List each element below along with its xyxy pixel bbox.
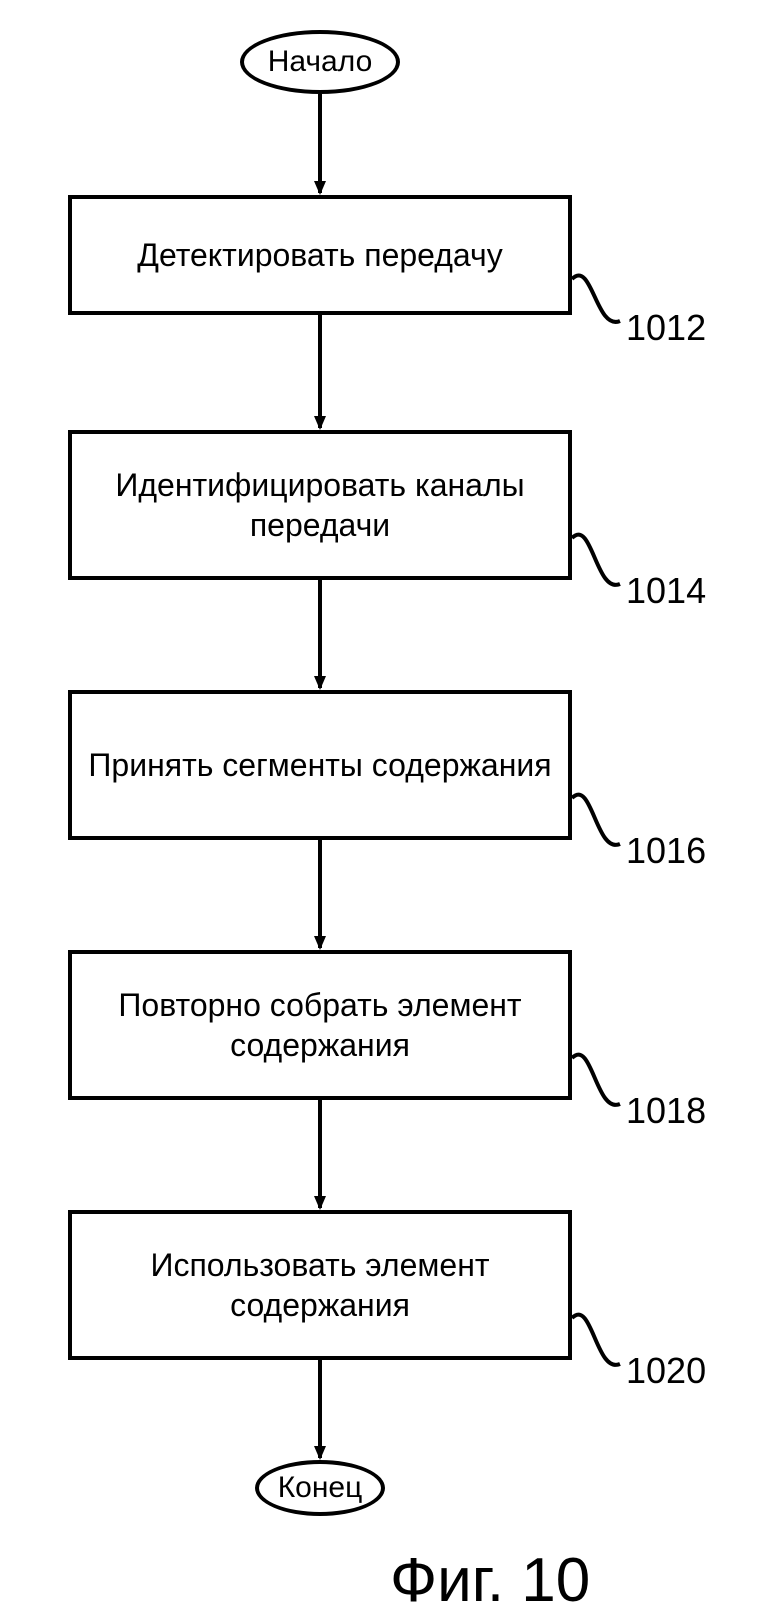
start-label: Начало bbox=[268, 45, 373, 79]
process-receive-label: Принять сегменты содержания bbox=[88, 745, 551, 785]
ref-label-1018: 1018 bbox=[626, 1090, 706, 1132]
process-identify-label: Идентифицировать каналы передачи bbox=[82, 465, 558, 545]
end-label: Конец bbox=[278, 1471, 363, 1505]
process-reassemble-label: Повторно собрать элемент содержания bbox=[82, 985, 558, 1065]
process-reassemble: Повторно собрать элемент содержания bbox=[68, 950, 572, 1100]
ref-leads-group bbox=[572, 275, 620, 1364]
ref-label-1016: 1016 bbox=[626, 830, 706, 872]
process-use: Использовать элемент содержания bbox=[68, 1210, 572, 1360]
ref-label-1014: 1014 bbox=[626, 570, 706, 612]
process-use-label: Использовать элемент содержания bbox=[82, 1245, 558, 1325]
process-receive: Принять сегменты содержания bbox=[68, 690, 572, 840]
process-identify: Идентифицировать каналы передачи bbox=[68, 430, 572, 580]
start-terminator: Начало bbox=[240, 30, 400, 94]
end-terminator: Конец bbox=[255, 1460, 385, 1516]
process-detect: Детектировать передачу bbox=[68, 195, 572, 315]
ref-label-1012: 1012 bbox=[626, 307, 706, 349]
process-detect-label: Детектировать передачу bbox=[137, 235, 502, 275]
ref-label-1020: 1020 bbox=[626, 1350, 706, 1392]
figure-caption: Фиг. 10 bbox=[390, 1545, 590, 1616]
